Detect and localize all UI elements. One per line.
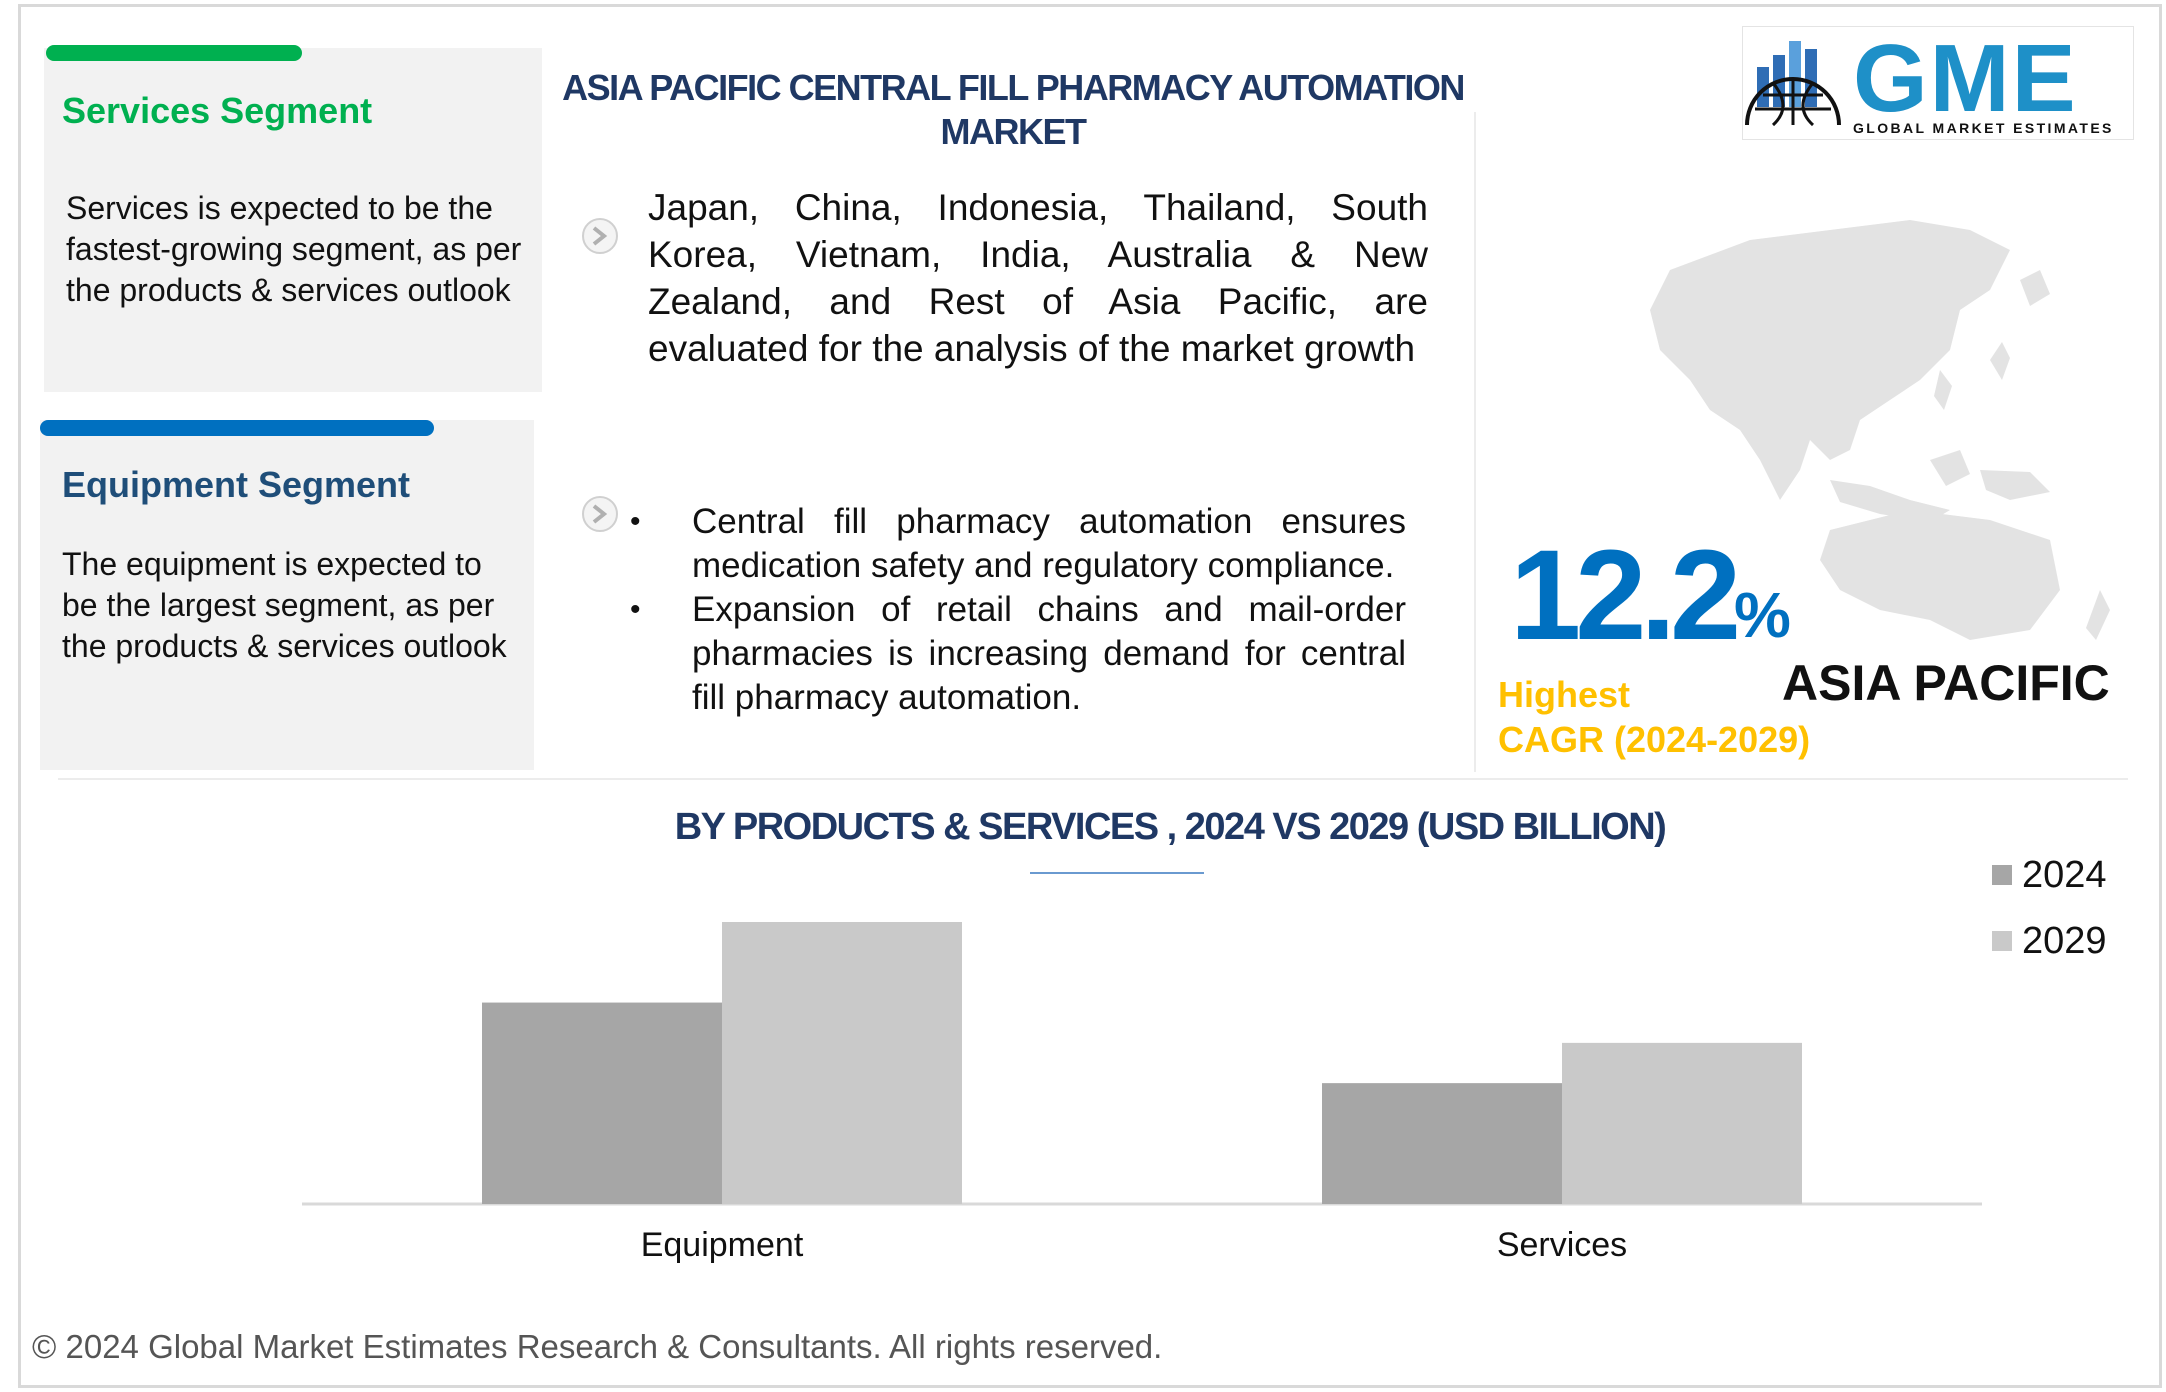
chevron-right-circle-icon (582, 218, 618, 254)
gme-logo: GME GLOBAL MARKET ESTIMATES (1742, 25, 2134, 140)
services-segment-text: Services is expected to be the fastest-g… (66, 190, 522, 308)
bar-services-2024 (1322, 1083, 1562, 1204)
equipment-segment-title: Equipment Segment (62, 464, 411, 505)
x-tick-label: Equipment (641, 1226, 804, 1264)
x-tick-label: Services (1497, 1226, 1627, 1264)
countries-paragraph: Japan, China, Indonesia, Thailand, South… (648, 187, 1428, 369)
driver-bullet-item: Central fill pharmacy automation ensures… (630, 500, 1406, 588)
cagr-value: 12.2 (1510, 524, 1741, 667)
legend-item: 2029 (1992, 908, 2107, 974)
equipment-segment-text: The equipment is expected to be the larg… (62, 546, 507, 664)
asia-pacific-map (1650, 220, 2110, 640)
chart-legend: 2024 2029 (1992, 842, 2107, 974)
equipment-accent-bar (40, 420, 434, 436)
globe-logo-icon: GME GLOBAL MARKET ESTIMATES (1745, 25, 2114, 136)
cagr-label-line1: Highest (1498, 674, 1631, 715)
vertical-divider (1474, 112, 1476, 772)
driver-bullet-item: Expansion of retail chains and mail-orde… (630, 588, 1406, 720)
page-title: ASIA PACIFIC CENTRAL FILL PHARMACY AUTOM… (562, 67, 1465, 152)
chevron-right-circle-icon (582, 496, 618, 532)
chart-title: BY PRODUCTS & SERVICES , 2024 VS 2029 (U… (674, 806, 1667, 848)
equipment-segment-card (40, 420, 534, 770)
legend-label: 2024 (2022, 853, 2107, 896)
horizontal-divider (58, 778, 2128, 780)
services-segment-card (44, 48, 542, 392)
legend-swatch (1992, 931, 2012, 951)
copyright-footer: © 2024 Global Market Estimates Research … (32, 1328, 1163, 1365)
page-frame (18, 4, 2162, 1388)
cagr-label-line2: CAGR (2024-2029) (1498, 719, 1811, 760)
bar-equipment-2024 (482, 1002, 722, 1204)
legend-label: 2029 (2022, 919, 2107, 962)
region-label: ASIA PACIFIC (1782, 655, 2110, 711)
driver-bullet-list: Central fill pharmacy automation ensures… (630, 500, 1406, 720)
legend-item: 2024 (1992, 842, 2107, 908)
legend-swatch (1992, 865, 2012, 885)
bar-equipment-2029 (722, 922, 962, 1204)
chart-title-underline (1030, 872, 1204, 874)
cagr-percent-sign: % (1734, 579, 1791, 651)
logo-wordmark: GME (1853, 27, 2078, 132)
services-accent-bar (46, 45, 302, 61)
cagr-label: Highest CAGR (2024-2029) (1498, 672, 1810, 762)
logo-subtext: GLOBAL MARKET ESTIMATES (1853, 120, 2114, 136)
services-segment-title: Services Segment (62, 90, 373, 131)
bar-services-2029 (1562, 1042, 1802, 1204)
